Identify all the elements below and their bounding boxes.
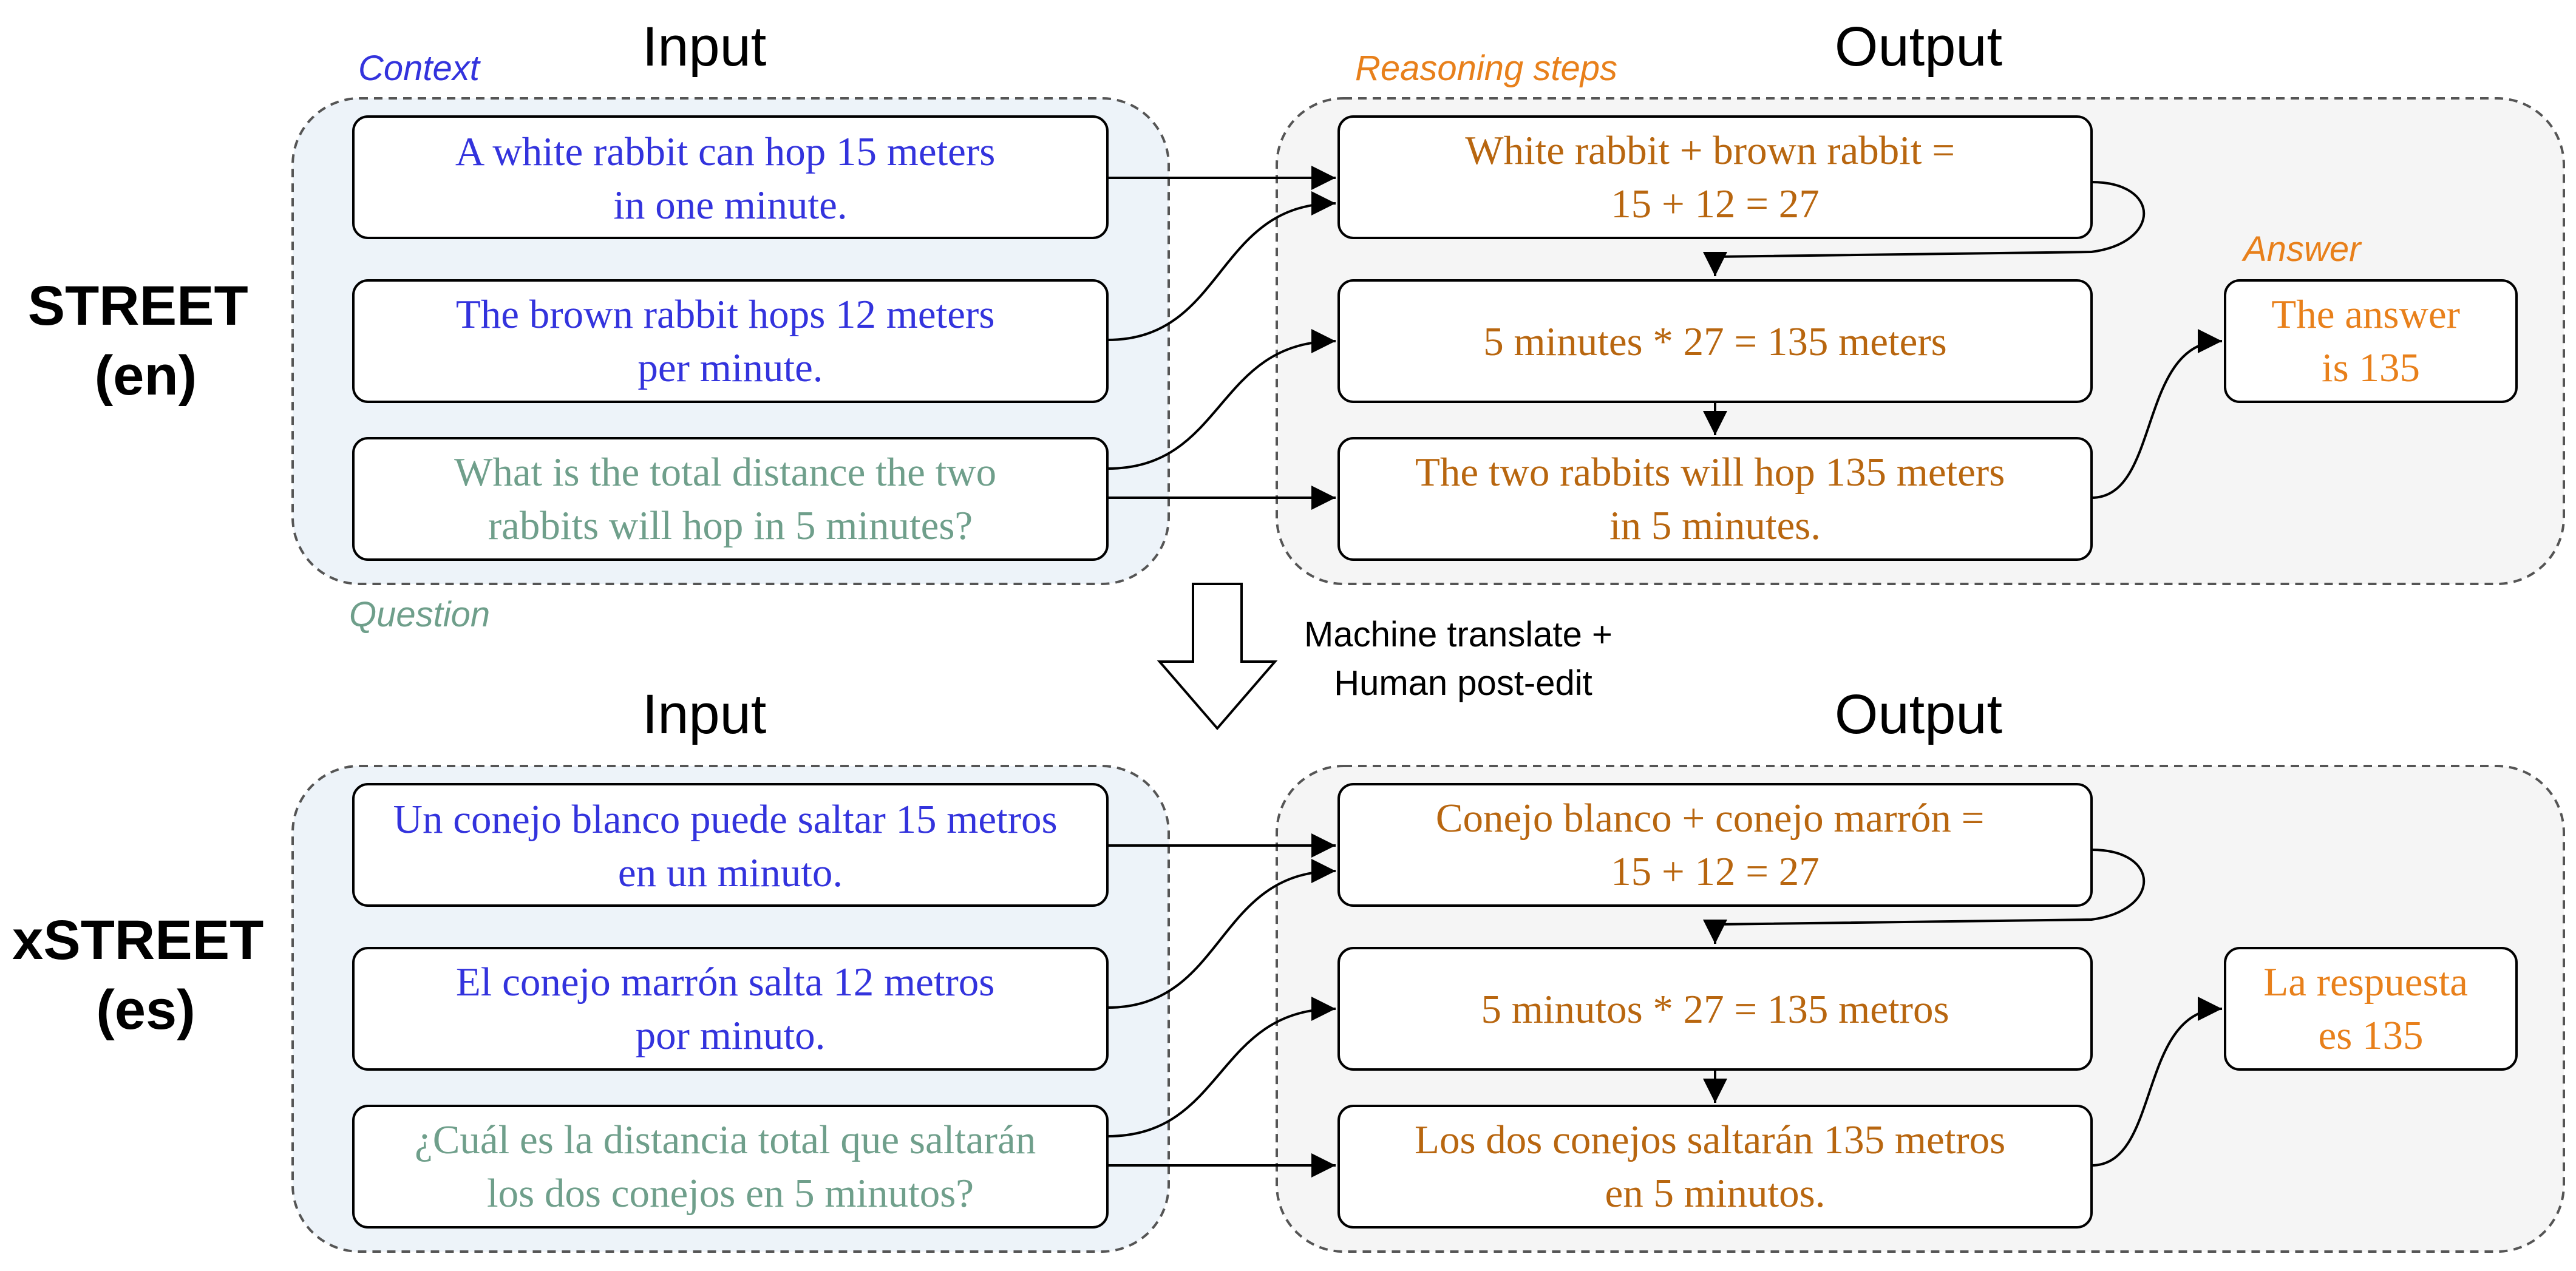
input-heading-es: Input (642, 683, 767, 745)
answer-label: Answer (2241, 229, 2362, 269)
spanish-row: Input Output xSTREET (es) Un conejo blan… (12, 683, 2564, 1252)
translation-step: Machine translate + Human post-edit (1160, 584, 1622, 728)
output-heading-en: Output (1835, 16, 2002, 78)
row-title-es: xSTREET (es) (12, 909, 279, 1041)
translate-down-arrow (1160, 584, 1275, 728)
step-2-text-es: 5 minutos * 27 = 135 metros (1481, 987, 1949, 1032)
step-2-text-en: 5 minutes * 27 = 135 meters (1483, 319, 1947, 364)
output-heading-es: Output (1835, 683, 2002, 745)
row-title-en: STREET (en) (28, 275, 264, 407)
reasoning-steps-label: Reasoning steps (1355, 49, 1617, 88)
context-label: Context (358, 49, 481, 88)
english-row: Input Output Context Reasoning steps Ans… (28, 16, 2564, 634)
input-heading-en: Input (642, 16, 767, 78)
translate-note: Machine translate + Human post-edit (1304, 615, 1622, 703)
question-label: Question (349, 595, 490, 634)
